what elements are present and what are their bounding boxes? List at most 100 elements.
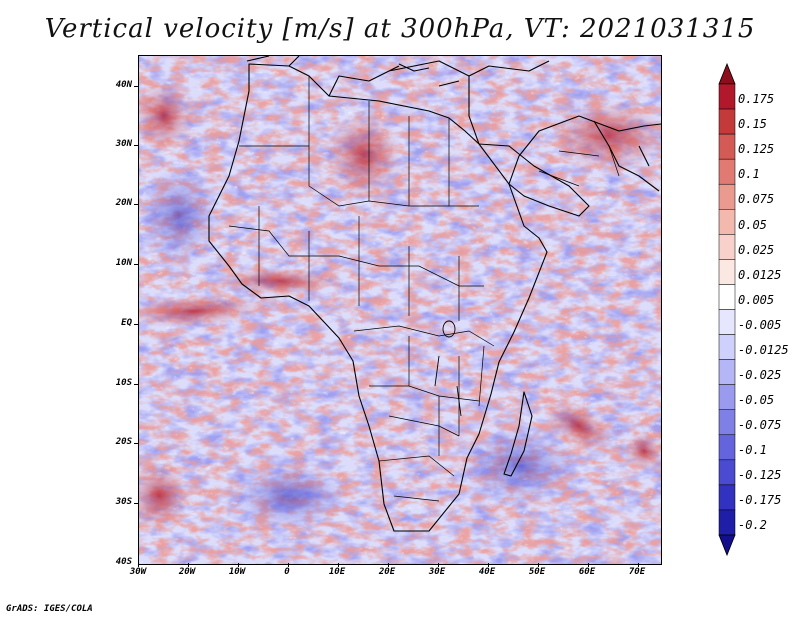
colorbar-swatches <box>718 62 736 557</box>
south-atlantic-updraft <box>139 461 189 531</box>
lat-tick <box>134 324 138 325</box>
madagascar-coastline <box>503 391 533 477</box>
lon-label-10w: 10W <box>228 567 246 577</box>
lon-label-70e: 70E <box>628 567 646 577</box>
lon-label-60e: 60E <box>578 567 596 577</box>
lat-label-eq: EQ <box>121 318 132 328</box>
lat-label-30s: 30S <box>115 497 132 507</box>
border-meridional-north <box>308 76 450 206</box>
lon-tick <box>238 563 239 567</box>
lat-tick <box>134 384 138 385</box>
colorbar-label: -0.005 <box>738 317 782 332</box>
lon-label-40e: 40E <box>478 567 496 577</box>
border-equatorial <box>353 325 495 347</box>
map-panel <box>138 55 662 565</box>
colorbar-label: 0.05 <box>738 217 767 232</box>
lon-label-20w: 20W <box>178 567 196 577</box>
colorbar-swatch <box>718 334 736 360</box>
colorbar-swatch <box>718 309 736 335</box>
lat-tick <box>134 145 138 146</box>
lon-label-50e: 50E <box>528 567 546 577</box>
lon-tick <box>338 563 339 567</box>
lat-label-20n: 20N <box>115 198 132 208</box>
lakes <box>434 320 462 417</box>
colorbar-swatch <box>718 434 736 461</box>
lat-label-40s: 40S <box>115 557 132 567</box>
colorbar-swatch <box>718 108 736 135</box>
colorbar-label: 0.025 <box>738 242 775 257</box>
north-atlantic-updraft <box>139 81 194 151</box>
colorbar-label: 0.005 <box>738 292 775 307</box>
sahel-updraft <box>219 267 339 295</box>
border-meridional-south <box>408 336 485 456</box>
lake-tanganyika <box>434 355 440 387</box>
credit-text: GrADS: IGES/COLA <box>6 604 93 614</box>
colorbar-max-triangle <box>718 62 736 85</box>
chart-title: Vertical velocity [m/s] at 300hPa, VT: 2… <box>44 14 756 44</box>
colorbar-swatch <box>718 384 736 410</box>
persian-gulf-coastline <box>593 120 660 192</box>
colorbar-label: -0.0125 <box>738 342 789 357</box>
colorbar-label: -0.075 <box>738 417 782 432</box>
lon-tick <box>288 563 289 567</box>
lat-label-30n: 30N <box>115 139 132 149</box>
mozambique-channel-updraft <box>542 399 616 453</box>
colorbar-swatch <box>718 284 736 310</box>
colorbar-label: -0.05 <box>738 392 775 407</box>
canary-subsidence <box>139 166 219 266</box>
lon-tick <box>438 563 439 567</box>
lon-tick <box>588 563 589 567</box>
colorbar-label: 0.15 <box>738 117 767 132</box>
colorbar-swatch <box>718 409 736 436</box>
lat-tick <box>134 204 138 205</box>
lat-tick <box>134 264 138 265</box>
lat-label-10n: 10N <box>115 258 132 268</box>
lon-label-30e: 30E <box>428 567 446 577</box>
lon-tick <box>488 563 489 567</box>
colorbar-label: 0.125 <box>738 142 775 157</box>
lon-label-20e: 20E <box>378 567 396 577</box>
border-north-africa <box>239 145 479 207</box>
colorbar-swatch <box>718 234 736 260</box>
lon-tick <box>638 563 639 567</box>
colorbar: 0.175 0.15 0.125 0.1 0.075 0.05 0.025 0.0125 0.0… <box>718 62 800 557</box>
colorbar-swatch <box>718 359 736 385</box>
lat-tick <box>134 86 138 87</box>
lon-label-10e: 10E <box>328 567 346 577</box>
lat-label-40n: 40N <box>115 80 132 90</box>
lon-label-0: 0 <box>284 567 290 577</box>
vertical-velocity-map <box>139 56 661 564</box>
itcz-atlantic-updraft <box>139 294 264 328</box>
colorbar-label: -0.025 <box>738 367 782 382</box>
eurasia-coastline <box>246 56 661 185</box>
sahara-updraft <box>326 111 402 201</box>
colorbar-swatch <box>718 133 736 160</box>
colorbar-swatch <box>718 259 736 285</box>
lon-tick <box>138 563 139 567</box>
colorbar-min-triangle <box>718 534 736 557</box>
colorbar-swatch <box>718 459 736 486</box>
colorbar-label: 0.0125 <box>738 267 782 282</box>
lat-tick <box>134 443 138 444</box>
lat-tick <box>134 503 138 504</box>
colorbar-label: 0.1 <box>738 167 760 182</box>
border-west-central <box>258 206 460 321</box>
colorbar-label: -0.175 <box>738 493 782 508</box>
colorbar-label: 0.175 <box>738 92 775 107</box>
lat-label-10s: 10S <box>115 378 132 388</box>
africa-coastline <box>208 63 548 532</box>
lon-tick <box>388 563 389 567</box>
colorbar-swatch <box>718 484 736 511</box>
coastlines <box>208 56 661 532</box>
lake-malawi <box>456 385 462 417</box>
colorbar-label: 0.075 <box>738 192 775 207</box>
colorbar-swatch <box>718 158 736 185</box>
lake-victoria <box>442 320 456 338</box>
lon-label-30w: 30W <box>129 567 147 577</box>
border-middle-east <box>538 145 620 187</box>
colorbar-label: -0.125 <box>738 468 782 483</box>
colorbar-swatch <box>718 83 736 110</box>
indian-ocean-subsidence <box>459 426 579 506</box>
country-borders <box>228 76 620 502</box>
colorbar-label: -0.1 <box>738 443 767 458</box>
